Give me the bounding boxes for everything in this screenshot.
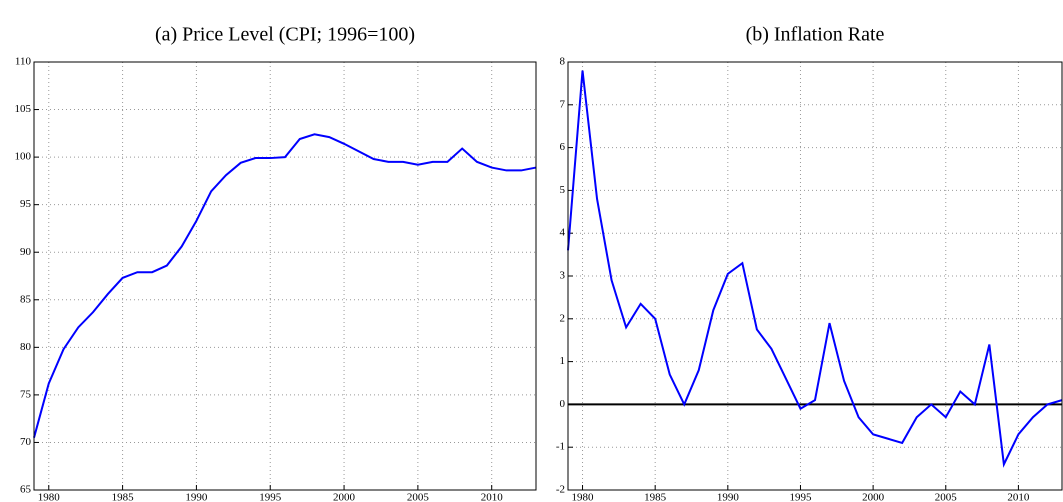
chart-title: (a) Price Level (CPI; 1996=100) xyxy=(155,24,415,46)
x-tick-label: 2005 xyxy=(935,492,958,502)
chart-title: (b) Inflation Rate xyxy=(746,24,885,46)
y-tick-label: -1 xyxy=(556,441,565,453)
x-tick-label: 1990 xyxy=(185,492,208,502)
data-line xyxy=(33,133,537,438)
x-tick-label: 1980 xyxy=(572,492,595,502)
y-tick-label: 75 xyxy=(20,388,32,400)
x-tick-label: 1995 xyxy=(789,492,812,502)
y-tick-label: 7 xyxy=(560,98,566,110)
data-line xyxy=(567,70,1063,468)
y-tick-label: -2 xyxy=(556,484,565,496)
y-tick-label: 4 xyxy=(560,227,566,239)
y-tick-label: 70 xyxy=(20,436,32,448)
y-tick-label: 2 xyxy=(560,312,566,324)
y-tick-label: 105 xyxy=(15,103,32,115)
x-tick-label: 2010 xyxy=(481,492,504,502)
y-tick-label: 85 xyxy=(20,293,32,305)
x-tick-label: 1985 xyxy=(112,492,135,502)
y-tick-label: 8 xyxy=(560,56,566,68)
y-tick-label: 90 xyxy=(20,246,32,258)
x-tick-label: 1995 xyxy=(259,492,282,502)
plot-frame xyxy=(567,61,1063,491)
y-tick-label: 6 xyxy=(560,141,566,153)
x-tick-label: 2000 xyxy=(333,492,356,502)
y-tick-label: 100 xyxy=(15,151,32,163)
x-tick-label: 1990 xyxy=(717,492,740,502)
x-tick-label: 2010 xyxy=(1007,492,1030,502)
y-tick-label: 1 xyxy=(560,355,566,367)
y-tick-label: 110 xyxy=(15,56,32,68)
x-tick-label: 2005 xyxy=(407,492,430,502)
x-tick-label: 1980 xyxy=(38,492,61,502)
y-tick-label: 80 xyxy=(20,341,32,353)
x-tick-label: 2000 xyxy=(862,492,885,502)
y-tick-label: 0 xyxy=(560,398,566,410)
x-tick-label: 1985 xyxy=(644,492,667,502)
y-tick-label: 65 xyxy=(20,484,32,496)
y-tick-label: 3 xyxy=(560,270,566,282)
y-tick-label: 95 xyxy=(20,198,32,210)
plot-frame xyxy=(33,61,537,491)
y-tick-label: 5 xyxy=(560,184,566,196)
